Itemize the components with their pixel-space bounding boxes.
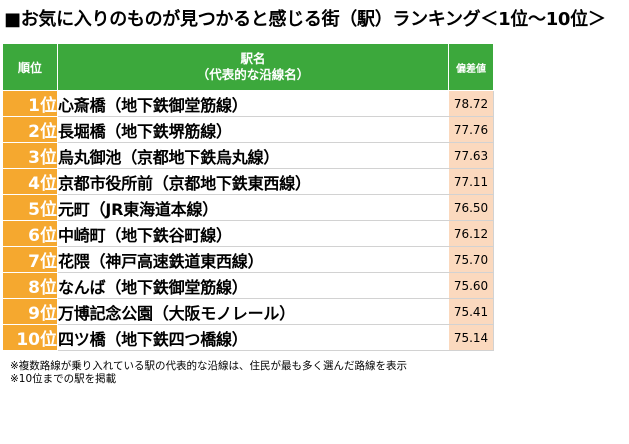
table-row: 9位 万博記念公園（大阪モノレール） 75.41: [2, 298, 494, 325]
page-title: ■お気に入りのものが見つかると感じる街（駅）ランキング＜1位～10位＞: [4, 9, 606, 30]
rank-cell: 10位: [2, 324, 58, 351]
rank-cell: 5位: [2, 194, 58, 221]
station-cell: 四ツ橋（地下鉄四つ橋線）: [57, 324, 449, 351]
rank-cell: 8位: [2, 272, 58, 299]
station-cell: 長堀橋（地下鉄堺筋線）: [57, 116, 449, 143]
station-cell: 中崎町（地下鉄谷町線）: [57, 220, 449, 247]
header-station-line2: （代表的な沿線名）: [196, 67, 310, 82]
header-station: 駅名 （代表的な沿線名）: [57, 43, 449, 91]
table-row: 3位 烏丸御池（京都地下鉄烏丸線） 77.63: [2, 142, 494, 169]
deviation-cell: 77.63: [448, 142, 494, 169]
rank-cell: 3位: [2, 142, 58, 169]
station-cell: 元町（JR東海道本線）: [57, 194, 449, 221]
header-deviation: 偏差値: [448, 43, 494, 91]
rank-cell: 2位: [2, 116, 58, 143]
table-row: 6位 中崎町（地下鉄谷町線） 76.12: [2, 220, 494, 247]
footnote: ※10位までの駅を掲載: [10, 373, 117, 385]
deviation-cell: 78.72: [448, 90, 494, 117]
footnotes: ※複数路線が乗り入れている駅の代表的な沿線は、住民が最も多く選んだ路線を表示 ※…: [10, 360, 407, 386]
table-row: 8位 なんば（地下鉄御堂筋線） 75.60: [2, 272, 494, 299]
station-cell: 万博記念公園（大阪モノレール）: [57, 298, 449, 325]
header-rank: 順位: [2, 43, 58, 91]
rank-cell: 9位: [2, 298, 58, 325]
station-cell: 烏丸御池（京都地下鉄烏丸線）: [57, 142, 449, 169]
deviation-cell: 76.12: [448, 220, 494, 247]
station-cell: 花隈（神戸高速鉄道東西線）: [57, 246, 449, 273]
table-row: 1位 心斎橋（地下鉄御堂筋線） 78.72: [2, 90, 494, 117]
station-cell: なんば（地下鉄御堂筋線）: [57, 272, 449, 299]
table-row: 7位 花隈（神戸高速鉄道東西線） 75.70: [2, 246, 494, 273]
table-row: 10位 四ツ橋（地下鉄四つ橋線） 75.14: [2, 324, 494, 351]
deviation-cell: 75.70: [448, 246, 494, 273]
footnote: ※複数路線が乗り入れている駅の代表的な沿線は、住民が最も多く選んだ路線を表示: [10, 360, 407, 372]
header-station-line1: 駅名: [240, 51, 266, 66]
rank-cell: 6位: [2, 220, 58, 247]
station-cell: 心斎橋（地下鉄御堂筋線）: [57, 90, 449, 117]
deviation-cell: 77.11: [448, 168, 494, 195]
deviation-cell: 75.14: [448, 324, 494, 351]
deviation-cell: 75.41: [448, 298, 494, 325]
station-cell: 京都市役所前（京都地下鉄東西線）: [57, 168, 449, 195]
table-row: 5位 元町（JR東海道本線） 76.50: [2, 194, 494, 221]
deviation-cell: 76.50: [448, 194, 494, 221]
table-row: 2位 長堀橋（地下鉄堺筋線） 77.76: [2, 116, 494, 143]
rank-cell: 1位: [2, 90, 58, 117]
deviation-cell: 77.76: [448, 116, 494, 143]
rank-cell: 4位: [2, 168, 58, 195]
table-header-row: 順位 駅名 （代表的な沿線名） 偏差値: [2, 43, 494, 91]
deviation-cell: 75.60: [448, 272, 494, 299]
ranking-table: 順位 駅名 （代表的な沿線名） 偏差値 1位 心斎橋（地下鉄御堂筋線） 78.7…: [2, 43, 494, 351]
table-row: 4位 京都市役所前（京都地下鉄東西線） 77.11: [2, 168, 494, 195]
rank-cell: 7位: [2, 246, 58, 273]
